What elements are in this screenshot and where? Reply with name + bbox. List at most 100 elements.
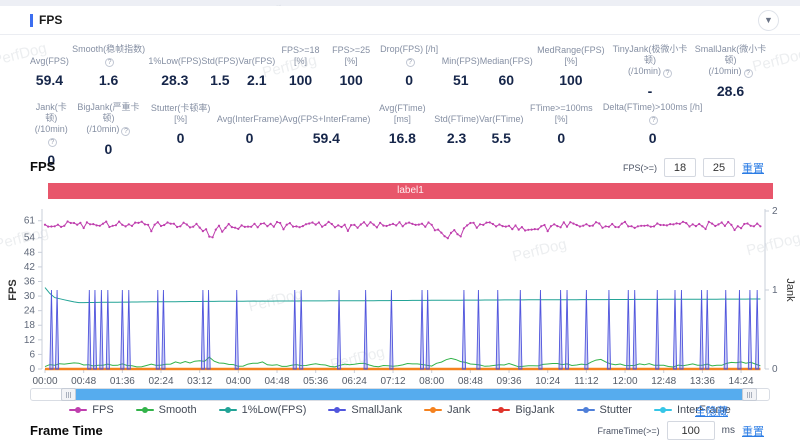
- legend-item-bigjank[interactable]: BigJank: [492, 404, 555, 416]
- scrollbar-left-handle[interactable]: [61, 388, 76, 401]
- stat-label: Drop(FPS) [/h]?: [380, 44, 439, 67]
- series-1%Low(FPS): [44, 287, 761, 304]
- stat-label: Median(FPS): [479, 56, 533, 66]
- legend-marker: [492, 407, 511, 413]
- legend-item-interframe[interactable]: InterFrame: [653, 404, 731, 416]
- help-icon[interactable]: ?: [663, 69, 672, 78]
- svg-text:13:36: 13:36: [690, 376, 715, 387]
- help-icon[interactable]: ?: [105, 58, 115, 67]
- stat-value: 0: [648, 130, 657, 146]
- stat-value: 0: [176, 130, 185, 146]
- legend-item-fps[interactable]: FPS: [69, 404, 114, 416]
- stat-value: 1.6: [98, 72, 119, 88]
- frametime-reset-link[interactable]: 重置: [742, 425, 764, 438]
- help-icon[interactable]: ?: [405, 58, 415, 67]
- chart-legend: FPS Smooth 1%Low(FPS) SmallJank Jank BigJank S…: [0, 402, 800, 418]
- stat-label: FPS>=18 [%]: [281, 45, 320, 66]
- stat-label: TinyJank(极微小卡顿) (/10min)?: [612, 44, 688, 78]
- svg-text:Jank: Jank: [784, 278, 796, 302]
- frame-time-title: Frame Time: [30, 423, 103, 438]
- stat-median-fps: Median(FPS) 60: [480, 44, 533, 99]
- stat-var-ftime: Var(FTime) 5.5: [479, 102, 524, 168]
- page-background-strip: [0, 0, 800, 6]
- stat-label: Std(FPS): [201, 56, 239, 66]
- stat-bigjank: BigJank(严重卡顿) (/10min)? 0: [73, 102, 145, 168]
- fps-threshold-input-2[interactable]: [703, 158, 735, 177]
- svg-text:1: 1: [772, 285, 778, 296]
- stat-value: 60: [498, 72, 515, 88]
- stat-1pct-low-fps: 1%Low(FPS) 28.3: [148, 44, 201, 99]
- legend-item-jank[interactable]: Jank: [424, 404, 470, 416]
- stat-value: 16.8: [388, 130, 416, 146]
- help-icon[interactable]: ?: [743, 69, 753, 78]
- stat-value: 5.5: [491, 130, 511, 146]
- stat-label: Var(FTime): [478, 114, 524, 124]
- frametime-unit-label: ms: [721, 425, 735, 436]
- svg-text:61: 61: [24, 216, 36, 227]
- stat-smalljank: SmallJank(微小卡顿) (/10min)? 28.6: [691, 44, 770, 99]
- stat-value: 28.6: [716, 83, 745, 99]
- scrollbar-right-handle[interactable]: [742, 388, 757, 401]
- help-icon[interactable]: ?: [47, 138, 57, 147]
- svg-text:05:36: 05:36: [303, 376, 328, 387]
- svg-text:12:48: 12:48: [651, 376, 676, 387]
- stat-value: 100: [559, 72, 583, 88]
- stat-value: 28.3: [161, 72, 189, 88]
- help-icon[interactable]: ?: [649, 116, 659, 125]
- fps-threshold-controls: FPS(>=) 重置: [623, 158, 764, 177]
- svg-text:54: 54: [24, 233, 36, 244]
- frametime-threshold-controls: FrameTime(>=) ms 重置: [597, 421, 764, 440]
- stat-label: Delta(FTime)>100ms [/h]?: [602, 102, 703, 125]
- legend-label: InterFrame: [676, 404, 731, 416]
- help-icon[interactable]: ?: [121, 127, 131, 136]
- svg-text:0: 0: [29, 364, 35, 375]
- stat-label: FTime>=100ms [%]: [529, 103, 593, 124]
- stat-label: 1%Low(FPS): [148, 56, 202, 66]
- stat-value: -: [647, 83, 653, 99]
- legend-item-1-low-fps-[interactable]: 1%Low(FPS): [218, 404, 307, 416]
- fps-reset-link[interactable]: 重置: [742, 162, 764, 175]
- svg-text:00:00: 00:00: [32, 376, 57, 387]
- svg-text:14:24: 14:24: [729, 376, 754, 387]
- svg-text:00:48: 00:48: [71, 376, 96, 387]
- fps-stats-row-2: Jank(卡顿) (/10min)? 0 BigJank(严重卡顿) (/10min)?…: [30, 102, 770, 168]
- svg-text:42: 42: [24, 262, 36, 273]
- stat-value: 51: [452, 72, 469, 88]
- legend-marker: [69, 407, 88, 413]
- scrollbar-selected-range[interactable]: [69, 389, 749, 400]
- svg-text:24: 24: [24, 306, 36, 317]
- stat-label: Var(FPS): [238, 56, 276, 66]
- stat-value: 100: [288, 72, 313, 88]
- svg-text:02:24: 02:24: [148, 376, 173, 387]
- stat-ftime-ge-100ms: FTime>=100ms [%] 0: [523, 102, 599, 168]
- collapse-panel-button[interactable]: ▼: [758, 10, 779, 31]
- fps-threshold-input-1[interactable]: [664, 158, 696, 177]
- chart-legend-row: FPS Smooth 1%Low(FPS) SmallJank Jank BigJank S…: [0, 402, 800, 418]
- stat-var-fps: Var(FPS) 2.1: [238, 44, 275, 99]
- stat-label: SmallJank(微小卡顿) (/10min)?: [694, 44, 767, 78]
- chart-scrollbar[interactable]: [30, 388, 770, 401]
- stat-label: Min(FPS): [441, 56, 480, 66]
- frametime-threshold-label: FrameTime(>=): [597, 425, 660, 436]
- legend-item-smalljank[interactable]: SmallJank: [328, 404, 402, 416]
- chart-label-band: label1: [48, 183, 773, 199]
- stat-label: Jank(卡顿) (/10min)?: [34, 102, 68, 147]
- legend-label: 1%Low(FPS): [241, 404, 307, 416]
- svg-text:08:48: 08:48: [458, 376, 483, 387]
- fps-chart-title: FPS: [30, 159, 56, 174]
- stat-delta-ftime: Delta(FTime)>100ms [/h]? 0: [599, 102, 706, 168]
- stat-value: 59.4: [35, 72, 64, 88]
- svg-text:04:00: 04:00: [226, 376, 251, 387]
- legend-label: Stutter: [599, 404, 632, 416]
- legend-item-stutter[interactable]: Stutter: [576, 404, 632, 416]
- stat-value: 0: [245, 130, 254, 146]
- svg-text:6: 6: [29, 349, 35, 360]
- legend-item-smooth[interactable]: Smooth: [135, 404, 197, 416]
- stat-avg-ftime: Avg(FTime) [ms] 16.8: [370, 102, 434, 168]
- frame-time-section-header: Frame Time FrameTime(>=) ms 重置: [30, 419, 770, 443]
- stat-jank: Jank(卡顿) (/10min)? 0: [30, 102, 73, 168]
- stat-stutter: Stutter(卡顿率) [%] 0: [144, 102, 217, 168]
- frametime-threshold-input[interactable]: [666, 421, 715, 440]
- hide-all-series-link[interactable]: 全隐藏: [695, 406, 728, 418]
- stat-smooth: Smooth(稳帧指数)? 1.6: [69, 44, 148, 99]
